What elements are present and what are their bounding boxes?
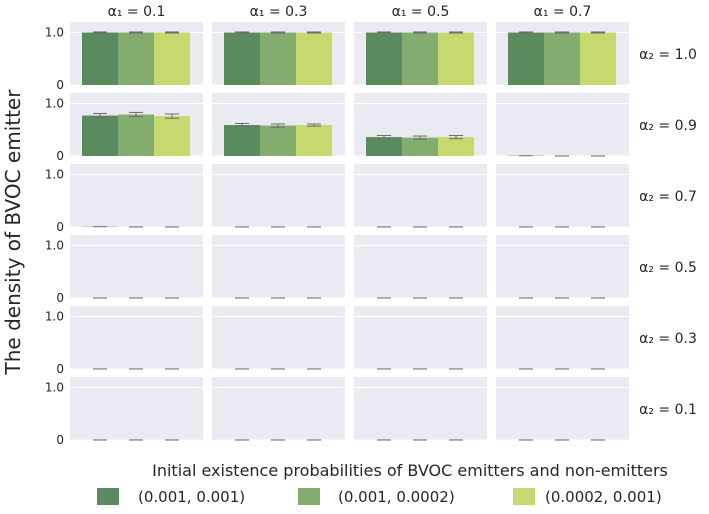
panel-r05-c03	[212, 235, 345, 298]
y-tick-label: 0	[56, 433, 64, 447]
bar-r10-c07-s3	[580, 33, 616, 86]
row-label-r03: α₂ = 0.3	[639, 331, 697, 347]
bar-r10-c01-s2	[118, 33, 154, 86]
panel-r07-c05	[354, 164, 487, 227]
legend: (0.001, 0.001) (0.001, 0.0002) (0.0002, 0.…	[97, 488, 662, 506]
y-tick-label: 0	[56, 362, 64, 376]
row-label-r07: α₂ = 0.7	[639, 189, 697, 205]
legend-label: (0.001, 0.0002)	[338, 488, 455, 506]
panel-r07-c07	[496, 164, 629, 227]
row-label-r10: α₂ = 1.0	[639, 47, 697, 63]
panel-r01-c07	[496, 377, 629, 440]
y-tick-label: 0	[56, 78, 64, 92]
bar-r09-c05-s2	[402, 138, 438, 156]
bar-r10-c01-s3	[154, 33, 190, 86]
column-titles: α₁ = 0.1 α₁ = 0.3 α₁ = 0.5 α₁ = 0.7	[108, 4, 592, 20]
y-tick-labels: 0 1.0 0 1.0 0 1.0 0 1.0 0 1.0 0 1.0	[45, 26, 64, 448]
bar-r09-c05-s1	[366, 137, 402, 156]
y-tick-label: 1.0	[45, 26, 64, 40]
row-label-r05: α₂ = 0.5	[639, 260, 697, 276]
legend-swatch	[513, 488, 535, 505]
panel-r07-c03	[212, 164, 345, 227]
row-labels: α₂ = 1.0 α₂ = 0.9 α₂ = 0.7 α₂ = 0.5 α₂ = 0.3…	[639, 47, 697, 418]
bar-r10-c05-s2	[402, 33, 438, 86]
row-label-r01: α₂ = 0.1	[639, 402, 697, 418]
bar-r10-c03-s3	[296, 33, 332, 86]
panel-grid	[70, 22, 629, 440]
y-tick-label: 1.0	[45, 310, 64, 324]
row-label-r09: α₂ = 0.9	[639, 118, 697, 134]
column-title-c01: α₁ = 0.1	[108, 4, 166, 20]
bar-r10-c05-s3	[438, 33, 474, 86]
y-tick-label: 1.0	[45, 239, 64, 253]
column-title-c07: α₁ = 0.7	[534, 4, 592, 20]
panel-r05-c01	[70, 235, 203, 298]
y-tick-label: 0	[56, 149, 64, 163]
legend-item-3: (0.0002, 0.001)	[513, 488, 662, 506]
y-tick-label: 1.0	[45, 97, 64, 111]
bar-r09-c03-s3	[296, 125, 332, 156]
bar-r09-c01-s2	[118, 115, 154, 156]
y-tick-label: 1.0	[45, 381, 64, 395]
panel-r07-c01	[70, 164, 203, 227]
y-tick-label: 0	[56, 220, 64, 234]
panel-r03-c05	[354, 306, 487, 369]
bar-r10-c07-s1	[508, 33, 544, 86]
column-title-c05: α₁ = 0.5	[392, 4, 450, 20]
bar-r10-c07-s2	[544, 33, 580, 86]
panel-r03-c07	[496, 306, 629, 369]
bar-r09-c01-s1	[82, 116, 118, 156]
bar-r09-c05-s3	[438, 137, 474, 156]
legend-label: (0.0002, 0.001)	[545, 488, 662, 506]
panel-r03-c03	[212, 306, 345, 369]
panel-r09-c07	[496, 93, 629, 156]
panel-r03-c01	[70, 306, 203, 369]
legend-label: (0.001, 0.001)	[138, 488, 245, 506]
panel-r01-c05	[354, 377, 487, 440]
x-axis-title: Initial existence probabilities of BVOC …	[152, 461, 668, 480]
y-axis-title: The density of BVOC emitter	[1, 89, 25, 376]
legend-swatch	[298, 488, 320, 505]
y-tick-label: 0	[56, 291, 64, 305]
legend-item-1: (0.001, 0.001)	[97, 488, 245, 506]
bar-r10-c03-s2	[260, 33, 296, 86]
panel-r05-c07	[496, 235, 629, 298]
bar-r09-c03-s2	[260, 126, 296, 156]
bar-r10-c01-s1	[82, 33, 118, 86]
bar-r10-c03-s1	[224, 33, 260, 86]
panel-r01-c03	[212, 377, 345, 440]
bar-r09-c03-s1	[224, 125, 260, 156]
panel-r05-c05	[354, 235, 487, 298]
y-tick-label: 1.0	[45, 168, 64, 182]
legend-swatch	[97, 488, 119, 505]
legend-item-2: (0.001, 0.0002)	[298, 488, 455, 506]
column-title-c03: α₁ = 0.3	[250, 4, 308, 20]
bar-r10-c05-s1	[366, 33, 402, 86]
bar-r09-c01-s3	[154, 116, 190, 156]
panel-r01-c01	[70, 377, 203, 440]
